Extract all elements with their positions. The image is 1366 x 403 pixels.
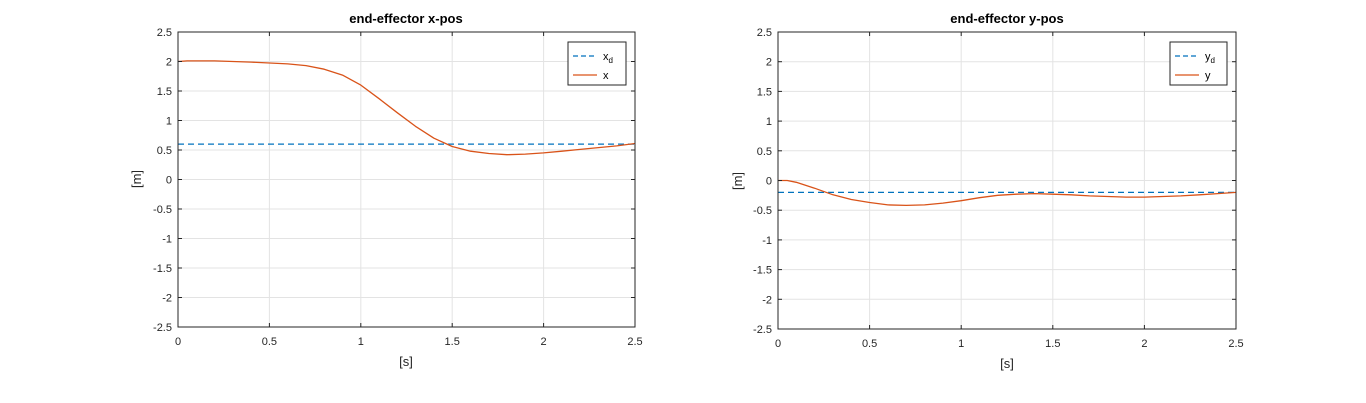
y-tick-labels: 2.5 2 1.5 1 0.5 0 -0.5 -1 -1.5 -2 -2.5 bbox=[153, 27, 172, 334]
x-tick-label: 0 bbox=[775, 338, 781, 350]
plot-lines bbox=[177, 60, 636, 156]
y-tick-label: 2 bbox=[766, 57, 772, 69]
legend-box bbox=[1169, 41, 1228, 86]
x-tick-label: 2.5 bbox=[627, 336, 642, 348]
legend-box bbox=[567, 41, 627, 86]
y-axis-label: [m] bbox=[730, 172, 745, 190]
y-tick-label: -1.5 bbox=[753, 265, 772, 277]
legend-label-actual: y bbox=[1205, 70, 1211, 82]
x-tick-label: 1.5 bbox=[1045, 338, 1060, 350]
legend-label-desired: xd bbox=[603, 51, 613, 65]
y-axis-label: [m] bbox=[129, 170, 144, 188]
tick-marks bbox=[777, 31, 1237, 330]
chart-panel-y: end-effector y-pos 2.5 2 1.5 1 0.5 0 -0.5 -1 -1.… bbox=[730, 11, 1244, 371]
y-tick-label: 0 bbox=[166, 175, 172, 187]
y-tick-label: -2.5 bbox=[753, 324, 772, 336]
x-tick-label: 1.5 bbox=[445, 336, 460, 348]
y-tick-label: -1.5 bbox=[153, 263, 172, 275]
y-tick-label: 2.5 bbox=[757, 27, 772, 39]
y-tick-label: -1 bbox=[162, 234, 172, 246]
x-tick-label: 2 bbox=[541, 336, 547, 348]
y-tick-label: -1 bbox=[762, 235, 772, 247]
series-line-actual bbox=[778, 179, 1237, 207]
y-tick-label: 1 bbox=[766, 116, 772, 128]
chart-title: end-effector x-pos bbox=[349, 11, 462, 26]
x-tick-label: 1 bbox=[958, 338, 964, 350]
x-tick-label: 0.5 bbox=[262, 336, 277, 348]
legend: yd y bbox=[1169, 41, 1228, 86]
y-tick-label: -0.5 bbox=[753, 205, 772, 217]
y-tick-label: -2 bbox=[162, 293, 172, 305]
chart-panel-x: end-effector x-pos 2.5 2 1.5 1 0.5 0 -0.5 -1 -1.… bbox=[129, 11, 643, 369]
chart-title: end-effector y-pos bbox=[950, 11, 1063, 26]
y-tick-label: 1 bbox=[166, 116, 172, 128]
x-tick-label: 2 bbox=[1141, 338, 1147, 350]
y-tick-label: 0 bbox=[766, 176, 772, 188]
series-line-actual bbox=[177, 60, 636, 156]
y-tick-label: 0.5 bbox=[157, 145, 172, 157]
y-tick-label: 2 bbox=[166, 57, 172, 69]
x-axis-label: [s] bbox=[399, 354, 413, 369]
tick-marks bbox=[177, 31, 636, 328]
y-tick-label: -2 bbox=[762, 294, 772, 306]
plot-lines bbox=[778, 179, 1237, 207]
x-tick-labels: 0 0.5 1 1.5 2 2.5 bbox=[175, 336, 643, 348]
y-tick-label: 1.5 bbox=[757, 86, 772, 98]
legend-label-actual: x bbox=[603, 70, 609, 82]
x-tick-label: 2.5 bbox=[1228, 338, 1243, 350]
x-tick-label: 1 bbox=[358, 336, 364, 348]
y-tick-label: 2.5 bbox=[157, 27, 172, 39]
legend: xd x bbox=[567, 41, 627, 86]
y-tick-labels: 2.5 2 1.5 1 0.5 0 -0.5 -1 -1.5 -2 -2.5 bbox=[753, 27, 772, 336]
y-tick-label: 0.5 bbox=[757, 146, 772, 158]
x-tick-labels: 0 0.5 1 1.5 2 2.5 bbox=[775, 338, 1244, 350]
x-tick-label: 0 bbox=[175, 336, 181, 348]
x-tick-label: 0.5 bbox=[862, 338, 877, 350]
y-tick-label: -2.5 bbox=[153, 322, 172, 334]
x-axis-label: [s] bbox=[1000, 356, 1014, 371]
y-tick-label: -0.5 bbox=[153, 204, 172, 216]
y-tick-label: 1.5 bbox=[157, 86, 172, 98]
legend-label-desired: yd bbox=[1205, 51, 1215, 65]
